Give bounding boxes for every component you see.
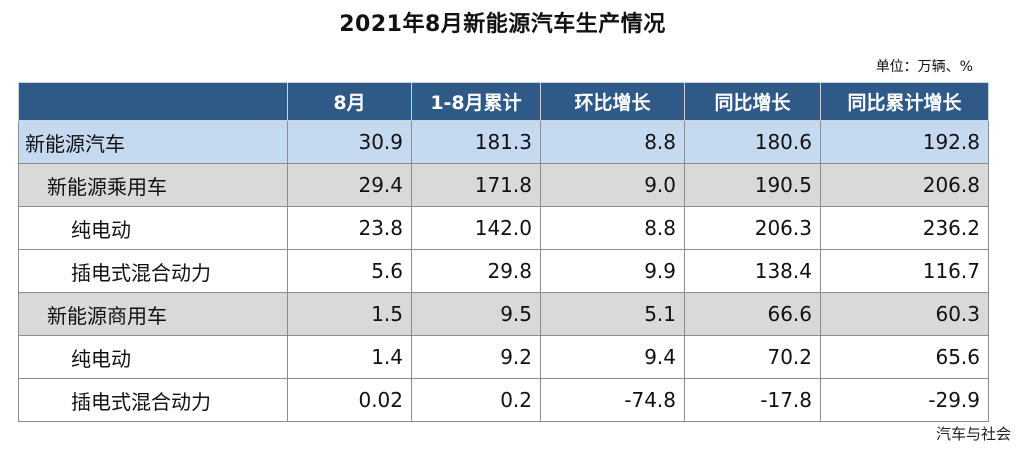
cell-mom-growth: 5.1 (540, 292, 685, 336)
cell-yoy-cumulative-growth: 116.7 (820, 249, 989, 293)
cell-august: 5.6 (287, 249, 412, 293)
table-header-row: 8月 1-8月累计 环比增长 同比增长 同比累计增长 (18, 82, 989, 121)
table-row: 新能源乘用车 29.4 171.8 9.0 190.5 206.8 (18, 163, 989, 207)
page-title: 2021年8月新能源汽车生产情况 (339, 12, 666, 37)
cell-cumulative: 142.0 (411, 206, 541, 250)
row-label: 新能源乘用车 (18, 163, 288, 207)
table-row: 纯电动 23.8 142.0 8.8 206.3 236.2 (18, 206, 989, 250)
row-label: 插电式混合动力 (18, 249, 288, 293)
cell-yoy-cumulative-growth: 236.2 (820, 206, 989, 250)
cell-yoy-growth: 180.6 (684, 120, 821, 164)
cell-august: 1.4 (287, 335, 412, 379)
cell-yoy-growth: 66.6 (684, 292, 821, 336)
header-yoy-cumulative-growth: 同比累计增长 (820, 82, 989, 121)
cell-cumulative: 181.3 (411, 120, 541, 164)
cell-august: 30.9 (287, 120, 412, 164)
table-row: 纯电动 1.4 9.2 9.4 70.2 65.6 (18, 335, 989, 379)
production-table: 8月 1-8月累计 环比增长 同比增长 同比累计增长 新能源汽车 30.9 18… (18, 82, 989, 422)
cell-cumulative: 29.8 (411, 249, 541, 293)
cell-mom-growth: 8.8 (540, 206, 685, 250)
cell-august: 23.8 (287, 206, 412, 250)
cell-yoy-cumulative-growth: 206.8 (820, 163, 989, 207)
cell-yoy-cumulative-growth: 192.8 (820, 120, 989, 164)
cell-august: 29.4 (287, 163, 412, 207)
table-row: 新能源商用车 1.5 9.5 5.1 66.6 60.3 (18, 292, 989, 336)
cell-mom-growth: 9.9 (540, 249, 685, 293)
cell-yoy-growth: 206.3 (684, 206, 821, 250)
cell-yoy-cumulative-growth: 65.6 (820, 335, 989, 379)
cell-cumulative: 9.5 (411, 292, 541, 336)
cell-yoy-cumulative-growth: -29.9 (820, 378, 989, 422)
row-label: 纯电动 (18, 335, 288, 379)
cell-yoy-growth: 190.5 (684, 163, 821, 207)
row-label: 纯电动 (18, 206, 288, 250)
cell-cumulative: 171.8 (411, 163, 541, 207)
cell-mom-growth: 8.8 (540, 120, 685, 164)
header-cumulative: 1-8月累计 (411, 82, 541, 121)
cell-yoy-growth: 70.2 (684, 335, 821, 379)
row-label: 插电式混合动力 (18, 378, 288, 422)
cell-mom-growth: -74.8 (540, 378, 685, 422)
cell-cumulative: 9.2 (411, 335, 541, 379)
header-category (18, 82, 288, 121)
cell-yoy-growth: 138.4 (684, 249, 821, 293)
cell-yoy-cumulative-growth: 60.3 (820, 292, 989, 336)
cell-mom-growth: 9.0 (540, 163, 685, 207)
cell-yoy-growth: -17.8 (684, 378, 821, 422)
header-mom-growth: 环比增长 (540, 82, 685, 121)
cell-august: 1.5 (287, 292, 412, 336)
table-row: 新能源汽车 30.9 181.3 8.8 180.6 192.8 (18, 120, 989, 164)
source-watermark: 汽车与社会 (935, 425, 1011, 443)
cell-cumulative: 0.2 (411, 378, 541, 422)
unit-note: 单位：万辆、% (875, 59, 973, 75)
table-row: 插电式混合动力 0.02 0.2 -74.8 -17.8 -29.9 (18, 378, 989, 422)
row-label: 新能源商用车 (18, 292, 288, 336)
table-row: 插电式混合动力 5.6 29.8 9.9 138.4 116.7 (18, 249, 989, 293)
cell-mom-growth: 9.4 (540, 335, 685, 379)
header-yoy-growth: 同比增长 (684, 82, 821, 121)
row-label: 新能源汽车 (18, 120, 288, 164)
header-august: 8月 (287, 82, 412, 121)
cell-august: 0.02 (287, 378, 412, 422)
